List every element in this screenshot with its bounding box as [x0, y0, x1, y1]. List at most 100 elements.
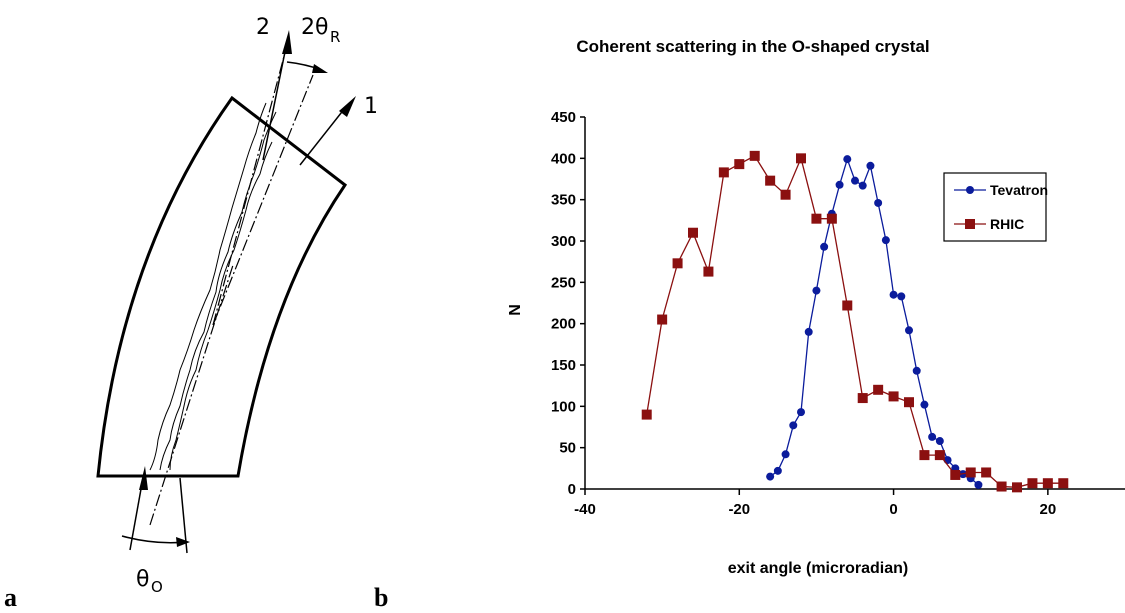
- chart-title: Coherent scattering in the O-shaped crys…: [576, 37, 929, 56]
- rhic-data-point: [857, 393, 868, 404]
- beam-2-line: [262, 41, 288, 161]
- rhic-data-point: [826, 213, 837, 224]
- x-tick-label: 0: [889, 501, 897, 518]
- rhic-data-point: [842, 300, 853, 311]
- rhic-data-point: [811, 213, 822, 224]
- tevatron-data-point: [789, 421, 798, 430]
- rhic-data-point: [672, 258, 683, 269]
- chart-legend: Tevatron RHIC: [943, 172, 1048, 242]
- panel-b-label: b: [374, 583, 388, 612]
- rhic-data-point: [734, 159, 745, 170]
- rhic-data-point: [765, 175, 776, 186]
- tevatron-data-point: [866, 161, 875, 170]
- y-tick-label: 350: [551, 192, 576, 209]
- rhic-legend-label: RHIC: [990, 216, 1024, 232]
- y-tick-label: 200: [551, 316, 576, 333]
- scatter-chart: Coherent scattering in the O-shaped crys…: [507, 37, 1125, 577]
- channeling-trajectory: [159, 111, 277, 471]
- beam-1-line: [299, 107, 346, 166]
- rhic-data-point: [718, 167, 729, 178]
- rhic-data-point: [1058, 478, 1069, 489]
- crystal-diagram: 2 2θ R 1 θ O: [96, 15, 378, 596]
- x-tick-label: -20: [728, 501, 750, 518]
- rhic-data-point: [996, 481, 1007, 492]
- y-axis-label: N: [507, 304, 524, 316]
- x-tick-label: 20: [1040, 501, 1057, 518]
- beam-2-arrowhead: [282, 30, 292, 54]
- panel-a-label: a: [4, 583, 17, 612]
- tevatron-data-point: [905, 326, 913, 335]
- incidence-angle-subscript: O: [151, 578, 163, 596]
- incidence-angle-label: θ: [136, 567, 149, 592]
- y-tick-label: 50: [559, 440, 576, 457]
- tevatron-data-point: [881, 236, 890, 245]
- rhic-data-point: [919, 450, 930, 461]
- rhic-data-point: [965, 467, 976, 478]
- rhic-data-point: [1042, 478, 1053, 489]
- bend-angle-subscript: R: [330, 28, 340, 46]
- tevatron-data-point: [820, 242, 829, 251]
- tevatron-data-point: [912, 366, 921, 375]
- bend-angle-arrowhead: [312, 64, 328, 73]
- rhic-data-point: [780, 189, 791, 200]
- tevatron-data-point: [773, 466, 782, 475]
- tevatron-data-point: [928, 432, 937, 441]
- rhic-data-point: [934, 450, 945, 461]
- rhic-data-point: [688, 227, 698, 238]
- tevatron-legend-marker: [966, 186, 974, 194]
- exit-axis-line-2: [212, 74, 314, 326]
- y-tick-label: 150: [551, 357, 576, 374]
- rhic-data-point: [749, 150, 760, 161]
- tevatron-data-point: [935, 437, 944, 446]
- y-tick-label: 450: [551, 109, 576, 126]
- rhic-data-point: [981, 467, 992, 478]
- tevatron-data-point: [889, 290, 898, 299]
- incidence-angle-arrowhead: [176, 537, 190, 547]
- tevatron-data-point: [897, 292, 906, 301]
- rhic-data-point: [873, 384, 884, 395]
- tevatron-data-point: [835, 180, 844, 189]
- tevatron-data-point: [858, 181, 867, 190]
- incident-beam-arrowhead: [139, 466, 148, 490]
- tevatron-data-point: [797, 408, 805, 417]
- tevatron-data-point: [974, 480, 983, 489]
- rhic-series-line: [646, 155, 1064, 488]
- x-axis-label: exit angle (microradian): [728, 560, 909, 577]
- incident-reference-line: [179, 477, 188, 554]
- rhic-data-point: [703, 266, 714, 277]
- rhic-data-point: [904, 397, 914, 408]
- bend-angle-label: 2θ: [301, 15, 328, 40]
- tevatron-data-point: [843, 155, 852, 164]
- tevatron-data-point: [781, 450, 790, 459]
- rhic-data-point: [950, 469, 961, 480]
- chart-axes: 0 50 100 150 200 250 300 350 400 450 -40 -20 0 20: [551, 109, 1125, 518]
- tevatron-legend-label: Tevatron: [990, 182, 1048, 198]
- rhic-legend-marker: [965, 219, 975, 229]
- x-tick-label: -40: [574, 501, 596, 518]
- chart-series: [641, 150, 1069, 493]
- crystal-outline: [96, 95, 348, 478]
- rhic-data-point: [657, 314, 668, 325]
- beam-1-arrowhead: [339, 96, 356, 117]
- tevatron-data-point: [851, 176, 859, 185]
- channeling-trajectory: [149, 102, 267, 471]
- y-tick-label: 400: [551, 150, 576, 167]
- tevatron-data-point: [766, 472, 775, 481]
- y-tick-label: 100: [551, 398, 576, 415]
- tevatron-data-point: [804, 327, 813, 336]
- rhic-data-point: [1027, 478, 1038, 489]
- y-tick-label: 300: [551, 233, 576, 250]
- rhic-data-point: [796, 153, 806, 164]
- beam-2-label: 2: [256, 15, 270, 40]
- tevatron-data-point: [920, 400, 929, 409]
- beam-1-label: 1: [364, 94, 378, 119]
- channeling-trajectory: [169, 141, 273, 471]
- rhic-data-point: [1012, 482, 1022, 493]
- tevatron-data-point: [812, 286, 821, 295]
- y-tick-label: 250: [551, 274, 576, 291]
- entry-axis-line: [149, 264, 234, 526]
- tevatron-data-point: [874, 198, 883, 207]
- legend-box: [943, 172, 1047, 242]
- rhic-data-point: [641, 409, 652, 420]
